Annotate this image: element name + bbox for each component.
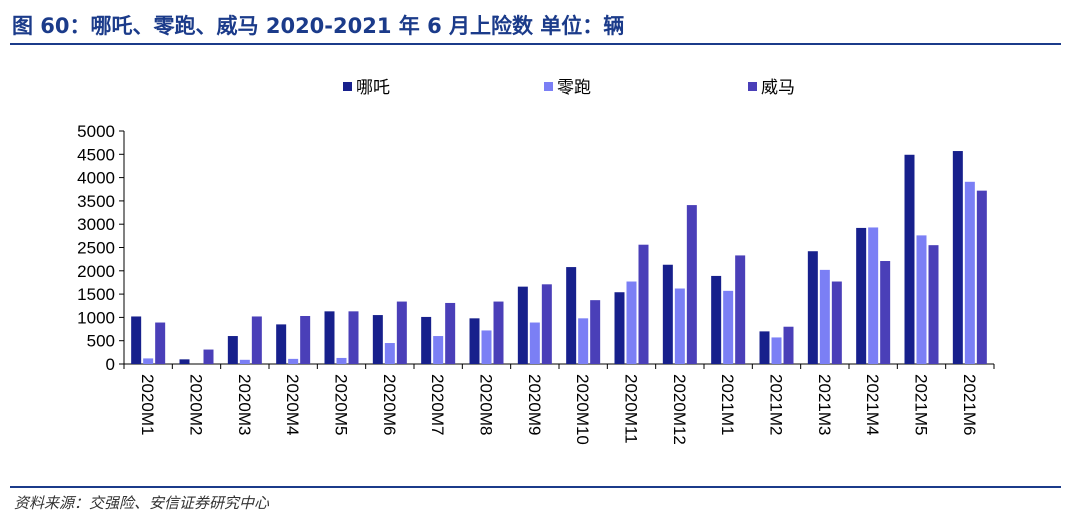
y-tick-label: 2000 bbox=[77, 262, 115, 281]
bar-哪吒-2021M1 bbox=[711, 275, 722, 364]
bar-哪吒-2021M3 bbox=[807, 251, 818, 364]
bar-零跑-2021M5 bbox=[916, 235, 927, 364]
bar-零跑-2020M6 bbox=[384, 343, 395, 364]
bar-哪吒-2020M12 bbox=[662, 264, 673, 364]
bar-哪吒-2020M2 bbox=[179, 359, 190, 364]
bar-零跑-2020M10 bbox=[578, 318, 589, 364]
bar-威马-2020M4 bbox=[300, 316, 311, 364]
bar-哪吒-2020M6 bbox=[372, 315, 383, 364]
bar-威马-2020M2 bbox=[203, 349, 214, 364]
bar-零跑-2020M8 bbox=[481, 330, 492, 364]
x-tick-label: 2020M12 bbox=[670, 374, 689, 445]
bar-威马-2021M6 bbox=[976, 190, 987, 364]
y-tick-label: 3000 bbox=[77, 215, 115, 234]
x-tick-label: 2020M7 bbox=[428, 374, 447, 435]
x-tick-label: 2020M10 bbox=[573, 374, 592, 445]
x-tick-label: 2020M5 bbox=[332, 374, 351, 435]
bar-零跑-2020M11 bbox=[626, 281, 637, 364]
bar-威马-2020M7 bbox=[445, 302, 456, 364]
y-tick-label: 1500 bbox=[77, 285, 115, 304]
y-tick-label: 4000 bbox=[77, 169, 115, 188]
x-tick-label: 2020M4 bbox=[283, 374, 302, 435]
bar-哪吒-2020M5 bbox=[324, 311, 335, 364]
bar-威马-2021M2 bbox=[783, 326, 794, 364]
x-tick-label: 2021M6 bbox=[960, 374, 979, 435]
bar-哪吒-2020M1 bbox=[131, 316, 142, 364]
bar-威马-2020M8 bbox=[493, 301, 504, 364]
bar-零跑-2020M4 bbox=[288, 358, 299, 364]
bar-威马-2021M4 bbox=[880, 261, 891, 364]
source-note: 资料来源：交强险、安信证券研究中心 bbox=[14, 494, 270, 512]
bar-哪吒-2020M11 bbox=[614, 292, 625, 364]
bar-威马-2021M3 bbox=[831, 281, 842, 364]
bar-威马-2020M11 bbox=[638, 244, 649, 364]
bar-威马-2020M3 bbox=[251, 316, 262, 364]
x-tick-label: 2020M3 bbox=[235, 374, 254, 435]
bar-零跑-2020M5 bbox=[336, 357, 347, 364]
x-tick-label: 2020M11 bbox=[622, 374, 641, 444]
legend-label-哪吒: 哪吒 bbox=[356, 78, 390, 97]
legend-label-零跑: 零跑 bbox=[557, 78, 591, 97]
bar-哪吒-2021M4 bbox=[856, 227, 867, 364]
footer-rule bbox=[10, 486, 1061, 488]
bar-零跑-2020M12 bbox=[674, 288, 685, 364]
y-tick-label: 3500 bbox=[77, 192, 115, 211]
x-tick-label: 2020M8 bbox=[477, 374, 496, 435]
bar-威马-2020M9 bbox=[541, 284, 552, 364]
x-tick-label: 2020M9 bbox=[525, 374, 544, 435]
x-tick-label: 2020M2 bbox=[187, 374, 206, 435]
x-tick-label: 2020M1 bbox=[138, 374, 157, 435]
legend-swatch-哪吒 bbox=[343, 82, 352, 91]
bar-威马-2021M1 bbox=[735, 255, 746, 364]
bar-零跑-2020M7 bbox=[433, 336, 444, 364]
title-rule bbox=[10, 43, 1061, 45]
legend-swatch-零跑 bbox=[544, 82, 553, 91]
bar-哪吒-2020M9 bbox=[517, 286, 528, 364]
bar-零跑-2021M6 bbox=[964, 181, 975, 364]
bar-威马-2020M6 bbox=[396, 301, 407, 364]
bar-威马-2020M12 bbox=[686, 205, 697, 364]
bar-威马-2020M1 bbox=[155, 322, 166, 364]
x-tick-label: 2021M3 bbox=[815, 374, 834, 435]
legend-swatch-威马 bbox=[748, 82, 757, 91]
x-tick-label: 2021M5 bbox=[912, 374, 931, 435]
bar-零跑-2021M1 bbox=[723, 290, 734, 364]
x-tick-label: 2020M6 bbox=[380, 374, 399, 435]
bar-零跑-2020M9 bbox=[529, 322, 540, 364]
bar-哪吒-2020M7 bbox=[421, 316, 432, 364]
y-tick-label: 2500 bbox=[77, 239, 115, 258]
x-tick-label: 2021M1 bbox=[718, 374, 737, 435]
bar-哪吒-2021M6 bbox=[952, 151, 963, 364]
x-tick-label: 2021M2 bbox=[767, 374, 786, 435]
bar-零跑-2021M4 bbox=[868, 227, 879, 364]
bar-零跑-2021M2 bbox=[771, 337, 782, 364]
y-tick-label: 5000 bbox=[77, 122, 115, 141]
y-tick-label: 1000 bbox=[77, 308, 115, 327]
bar-零跑-2021M3 bbox=[819, 269, 830, 364]
chart-title: 图 60：哪吒、零跑、威马 2020-2021 年 6 月上险数 单位：辆 bbox=[12, 14, 625, 38]
y-tick-label: 500 bbox=[87, 332, 115, 351]
x-tick-label: 2021M4 bbox=[863, 374, 882, 435]
y-tick-label: 0 bbox=[106, 355, 115, 374]
bar-威马-2020M5 bbox=[348, 311, 359, 364]
bar-威马-2021M5 bbox=[928, 245, 939, 364]
bar-哪吒-2021M5 bbox=[904, 154, 915, 364]
y-tick-label: 4500 bbox=[77, 145, 115, 164]
bar-零跑-2020M3 bbox=[239, 359, 250, 364]
bar-哪吒-2020M4 bbox=[276, 324, 287, 364]
bar-哪吒-2020M10 bbox=[566, 267, 577, 364]
bar-威马-2020M10 bbox=[590, 300, 601, 364]
bar-哪吒-2020M8 bbox=[469, 318, 480, 364]
bar-哪吒-2021M2 bbox=[759, 331, 770, 364]
bar-chart: 0 500 1000 1500 2000 2500 3000 3500 4000 4500 5000… bbox=[77, 78, 995, 445]
legend-label-威马: 威马 bbox=[761, 78, 795, 97]
bar-零跑-2020M1 bbox=[143, 358, 154, 364]
bar-哪吒-2020M3 bbox=[227, 336, 238, 364]
